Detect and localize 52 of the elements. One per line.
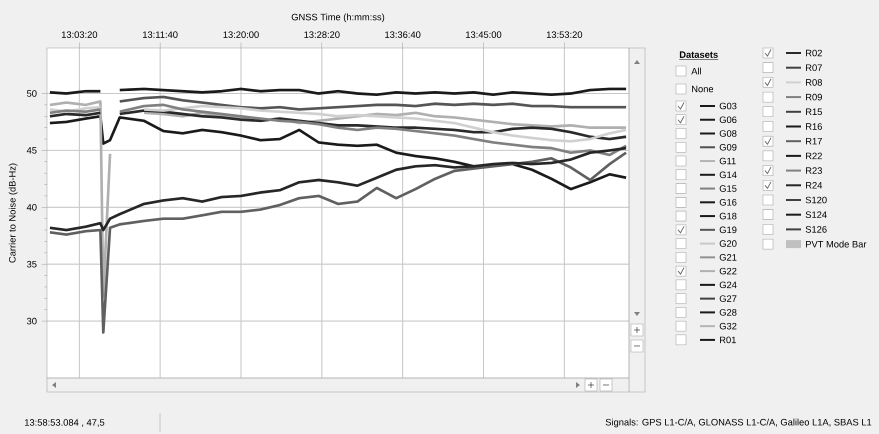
legend-label: G06 — [720, 116, 736, 124]
x-axis-title: GNSS Time (h:mm:ss) — [292, 14, 384, 22]
legend-label: R17 — [806, 138, 822, 144]
y-tick-label: 40 — [26, 204, 37, 211]
legend-label: R16 — [806, 123, 822, 130]
text: 13:58:53.084 , 47,5 — [24, 419, 104, 427]
x-tick-label: 13:03:20 — [62, 31, 98, 38]
legend-label: R02 — [806, 50, 822, 56]
text: None — [692, 86, 714, 92]
legend-label: R23 — [806, 167, 822, 174]
x-tick-label: 13:20:00 — [224, 31, 259, 38]
legend-label: G20 — [720, 240, 737, 247]
legend-label: G28 — [720, 309, 737, 316]
legend-label: PVT Mode Bar — [806, 240, 866, 248]
text: All — [691, 68, 702, 74]
x-tick-label: 13:11:40 — [143, 31, 178, 38]
legend-label: R07 — [806, 64, 822, 71]
legend-label: G16 — [720, 199, 736, 206]
legend-label: R01 — [720, 336, 736, 344]
legend-label: G15 — [720, 185, 737, 192]
x-tick-label: 13:28:20 — [304, 31, 340, 38]
x-tick-label: 13:36:40 — [385, 31, 420, 38]
legend-label: G11 — [720, 158, 736, 164]
y-tick-label: 45 — [26, 147, 37, 154]
y-tick-label: 30 — [26, 318, 37, 324]
legend-label: G21 — [720, 254, 736, 261]
y-tick-label: 50 — [26, 90, 37, 97]
legend-label: G32 — [720, 322, 736, 330]
legend-label: G08 — [720, 130, 737, 137]
y-axis-title: Carrier to Noise (dB-Hz) — [8, 164, 18, 263]
legend-label: G18 — [720, 212, 737, 220]
x-tick-label: 13:53:20 — [546, 31, 582, 38]
legend-title: Datasets — [680, 51, 718, 58]
legend-label: R08 — [806, 79, 822, 86]
y-tick-label: 35 — [26, 260, 37, 268]
text: Signals: GPS L1-C/A, GLONASS L1-C/A, Galileo L1A, SBAS L1 — [606, 418, 872, 428]
legend-label: R22 — [806, 152, 822, 160]
legend-label: G14 — [720, 172, 737, 178]
legend-label: G19 — [720, 226, 736, 234]
legend-label: R09 — [806, 94, 822, 100]
legend-label: G22 — [720, 268, 736, 274]
legend-label: R15 — [806, 108, 822, 116]
legend-label: S124 — [806, 211, 827, 218]
legend-label: S126 — [806, 226, 827, 233]
legend-label: G27 — [720, 295, 736, 302]
legend-label: G03 — [720, 102, 736, 110]
line-series — [48, 151, 628, 334]
legend-label: S120 — [806, 196, 827, 204]
legend-label: G09 — [720, 144, 736, 151]
legend-label: G24 — [720, 282, 737, 288]
x-tick-label: 13:45:00 — [466, 31, 502, 38]
legend-label: R24 — [806, 182, 822, 189]
